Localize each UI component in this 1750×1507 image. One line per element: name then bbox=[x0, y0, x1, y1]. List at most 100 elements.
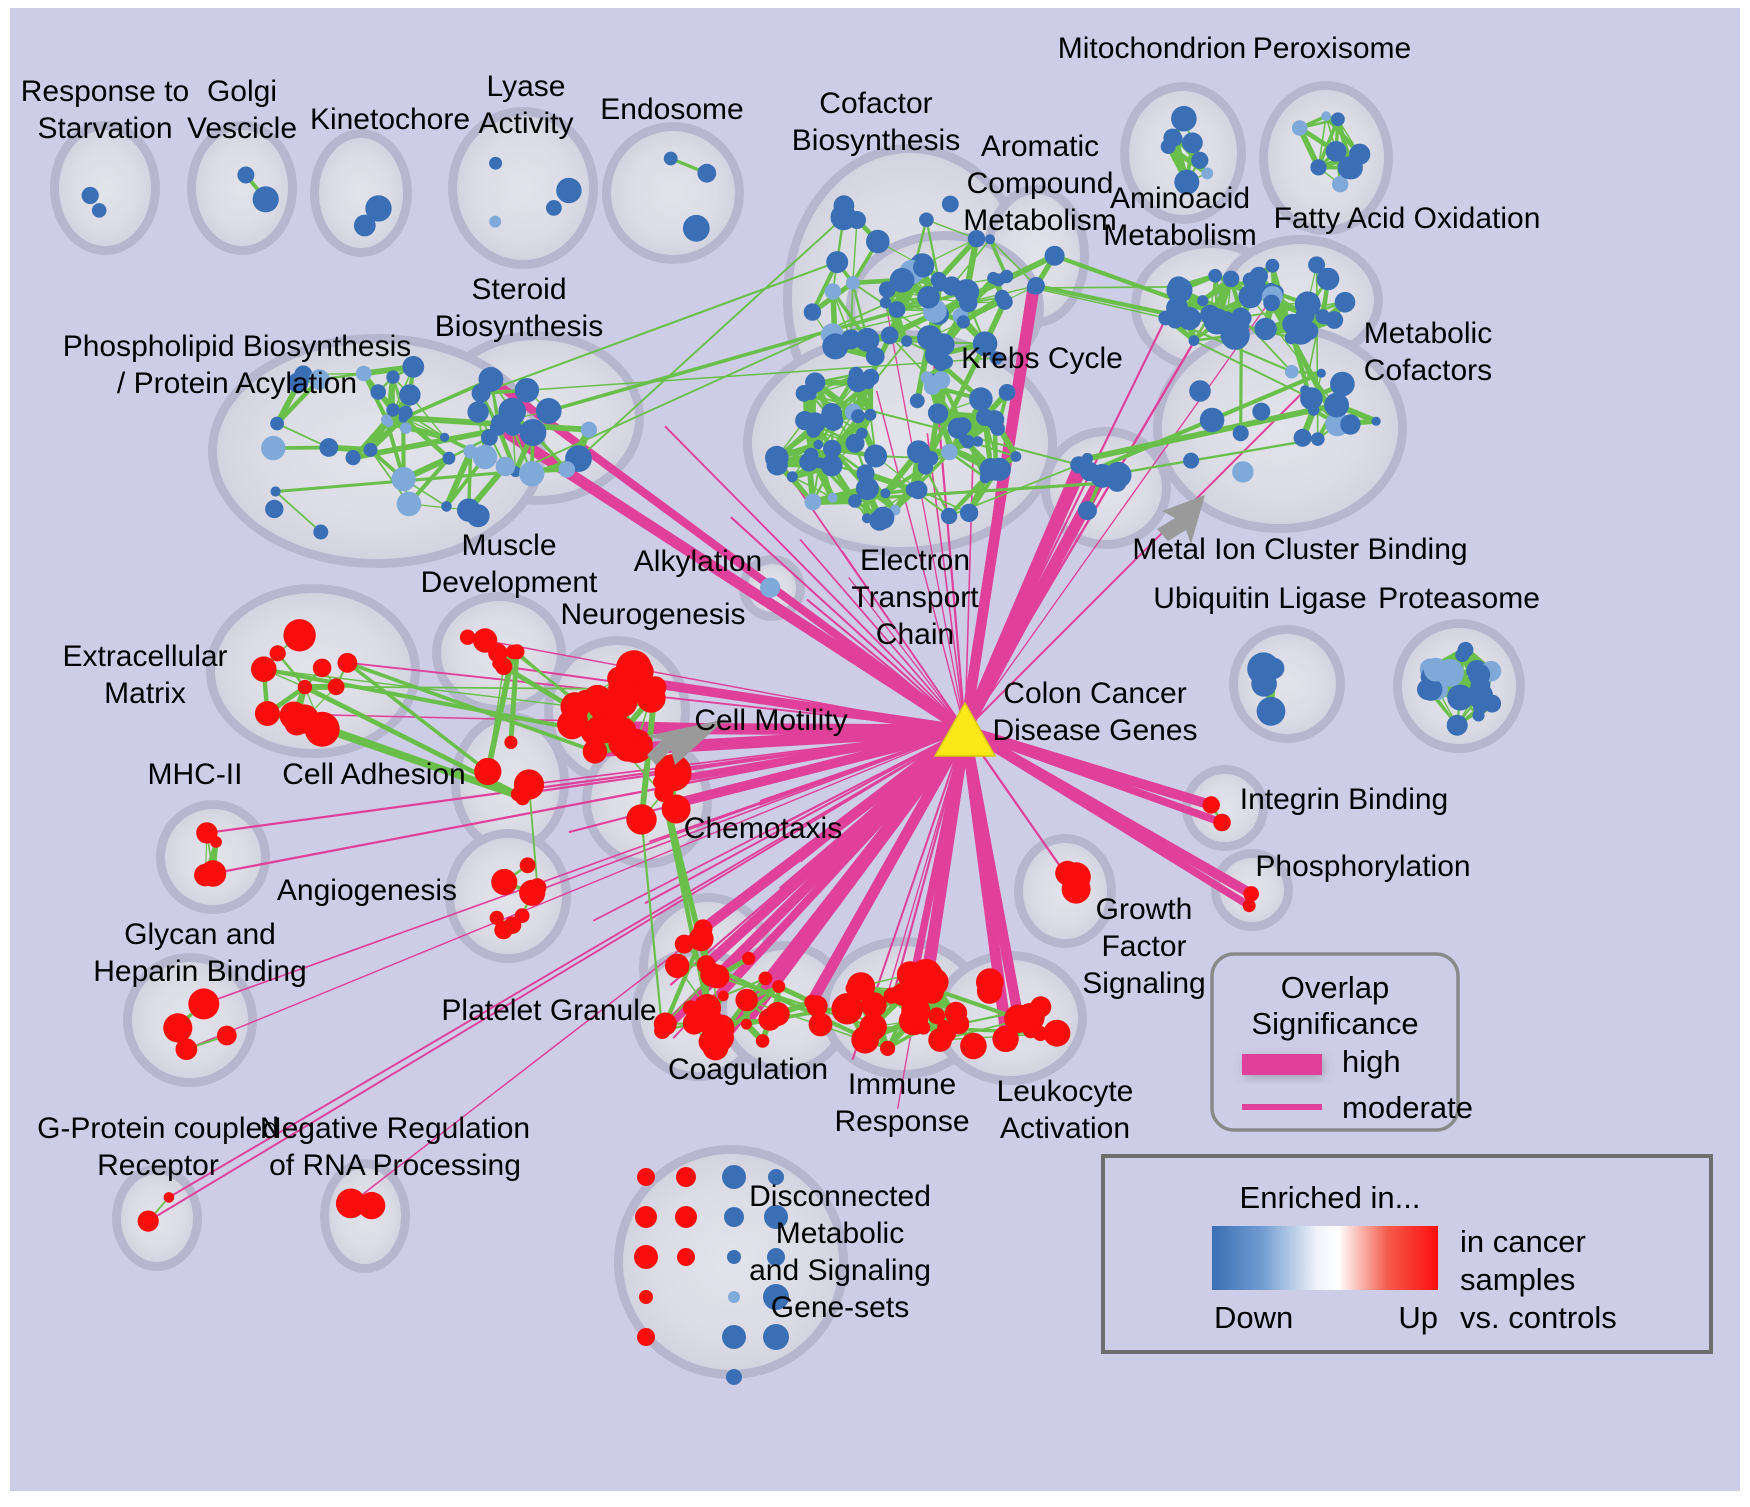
gene-set-node[interactable] bbox=[717, 990, 729, 1002]
disconnected-gene-set-node[interactable] bbox=[767, 1248, 785, 1266]
gene-set-node[interactable] bbox=[440, 432, 450, 442]
gene-set-node[interactable] bbox=[956, 315, 970, 329]
gene-set-node[interactable] bbox=[992, 1025, 1019, 1053]
gene-set-node[interactable] bbox=[972, 436, 983, 447]
gene-set-node[interactable] bbox=[864, 408, 877, 421]
gene-set-node[interactable] bbox=[872, 506, 895, 529]
gene-set-node[interactable] bbox=[976, 978, 1003, 1004]
gene-set-node[interactable] bbox=[335, 1188, 366, 1219]
gene-set-node[interactable] bbox=[442, 451, 456, 465]
gene-set-node[interactable] bbox=[1263, 294, 1280, 312]
gene-set-node[interactable] bbox=[823, 410, 844, 431]
gene-set-node[interactable] bbox=[399, 384, 421, 406]
gene-set-node[interactable] bbox=[960, 1032, 987, 1060]
gene-set-node[interactable] bbox=[919, 212, 934, 228]
disconnected-gene-set-node[interactable] bbox=[635, 1206, 657, 1228]
gene-set-node[interactable] bbox=[941, 443, 958, 461]
gene-set-node[interactable] bbox=[969, 387, 993, 411]
gene-set-node[interactable] bbox=[175, 1038, 198, 1061]
gene-set-node[interactable] bbox=[1222, 270, 1240, 288]
gene-set-node[interactable] bbox=[1004, 1004, 1033, 1033]
gene-set-node[interactable] bbox=[386, 403, 400, 417]
gene-set-node[interactable] bbox=[1027, 277, 1045, 295]
gene-set-node[interactable] bbox=[1238, 284, 1263, 309]
gene-set-node[interactable] bbox=[1265, 258, 1280, 273]
gene-set-node[interactable] bbox=[917, 286, 940, 309]
gene-set-node[interactable] bbox=[742, 951, 756, 966]
gene-set-node[interactable] bbox=[805, 372, 826, 393]
gene-set-node[interactable] bbox=[365, 195, 392, 222]
gene-set-node[interactable] bbox=[251, 656, 277, 682]
gene-set-node[interactable] bbox=[654, 1022, 671, 1039]
gene-set-node[interactable] bbox=[287, 372, 309, 394]
gene-set-node[interactable] bbox=[941, 195, 959, 213]
gene-set-node[interactable] bbox=[210, 836, 222, 848]
gene-set-node[interactable] bbox=[353, 214, 376, 237]
gene-set-node[interactable] bbox=[1174, 169, 1200, 195]
gene-set-node[interactable] bbox=[1324, 392, 1349, 418]
gene-set-node[interactable] bbox=[391, 467, 416, 492]
gene-set-node[interactable] bbox=[880, 1040, 896, 1056]
gene-set-node[interactable] bbox=[1332, 176, 1349, 193]
disconnected-gene-set-node[interactable] bbox=[677, 1248, 695, 1266]
gene-set-node[interactable] bbox=[1472, 709, 1485, 722]
gene-set-node[interactable] bbox=[1468, 663, 1491, 686]
gene-set-node[interactable] bbox=[1166, 277, 1193, 304]
gene-set-node[interactable] bbox=[826, 251, 849, 274]
gene-set-node[interactable] bbox=[848, 211, 866, 229]
gene-set-node[interactable] bbox=[1256, 696, 1286, 726]
gene-set-node[interactable] bbox=[489, 156, 503, 170]
gene-set-node[interactable] bbox=[504, 735, 518, 750]
gene-set-node[interactable] bbox=[855, 477, 879, 501]
gene-set-node[interactable] bbox=[345, 450, 361, 466]
gene-set-node[interactable] bbox=[168, 1018, 184, 1034]
gene-set-node[interactable] bbox=[806, 423, 821, 438]
gene-set-node[interactable] bbox=[1371, 416, 1381, 426]
gene-set-node[interactable] bbox=[865, 347, 885, 366]
gene-set-node[interactable] bbox=[560, 692, 590, 722]
gene-set-node[interactable] bbox=[1330, 371, 1355, 397]
gene-set-node[interactable] bbox=[923, 450, 939, 466]
gene-set-node[interactable] bbox=[1291, 120, 1308, 136]
gene-set-node[interactable] bbox=[1232, 461, 1254, 483]
gene-set-node[interactable] bbox=[927, 403, 947, 423]
gene-set-node[interactable] bbox=[270, 486, 281, 497]
gene-set-node[interactable] bbox=[528, 878, 547, 897]
gene-set-node[interactable] bbox=[337, 652, 358, 673]
gene-set-node[interactable] bbox=[804, 994, 820, 1010]
gene-set-node[interactable] bbox=[1284, 364, 1299, 379]
gene-set-node[interactable] bbox=[466, 504, 490, 528]
gene-set-node[interactable] bbox=[959, 293, 978, 313]
gene-set-node[interactable] bbox=[363, 442, 378, 457]
hub-node-group[interactable] bbox=[933, 701, 997, 757]
gene-set-node[interactable] bbox=[254, 701, 280, 726]
gene-set-node[interactable] bbox=[682, 214, 710, 242]
gene-set-node[interactable] bbox=[194, 863, 217, 887]
gene-set-node[interactable] bbox=[514, 378, 540, 403]
gene-set-node[interactable] bbox=[920, 371, 934, 385]
disconnected-gene-set-node[interactable] bbox=[722, 1325, 746, 1349]
gene-set-node[interactable] bbox=[1081, 452, 1093, 465]
gene-set-node[interactable] bbox=[1446, 714, 1468, 736]
gene-set-node[interactable] bbox=[1077, 501, 1097, 521]
gene-set-node[interactable] bbox=[1447, 684, 1474, 711]
disconnected-gene-set-node[interactable] bbox=[724, 1207, 744, 1227]
gene-set-node[interactable] bbox=[632, 681, 656, 706]
gene-set-node[interactable] bbox=[735, 988, 758, 1012]
gene-set-node[interactable] bbox=[804, 493, 822, 511]
gene-set-node[interactable] bbox=[908, 480, 928, 500]
gene-set-node[interactable] bbox=[237, 166, 255, 184]
gene-set-node[interactable] bbox=[1331, 112, 1345, 127]
gene-set-node[interactable] bbox=[845, 276, 860, 290]
gene-set-node[interactable] bbox=[284, 710, 310, 736]
gene-set-node[interactable] bbox=[1232, 308, 1252, 328]
gene-set-node[interactable] bbox=[370, 384, 387, 400]
gene-set-node[interactable] bbox=[856, 427, 868, 439]
gene-set-node[interactable] bbox=[519, 419, 547, 446]
gene-set-node[interactable] bbox=[481, 429, 498, 446]
gene-set-node[interactable] bbox=[313, 524, 329, 540]
gene-set-node[interactable] bbox=[855, 327, 880, 352]
gene-set-node[interactable] bbox=[472, 628, 498, 653]
gene-set-node[interactable] bbox=[1202, 796, 1220, 814]
gene-set-node[interactable] bbox=[861, 992, 887, 1018]
